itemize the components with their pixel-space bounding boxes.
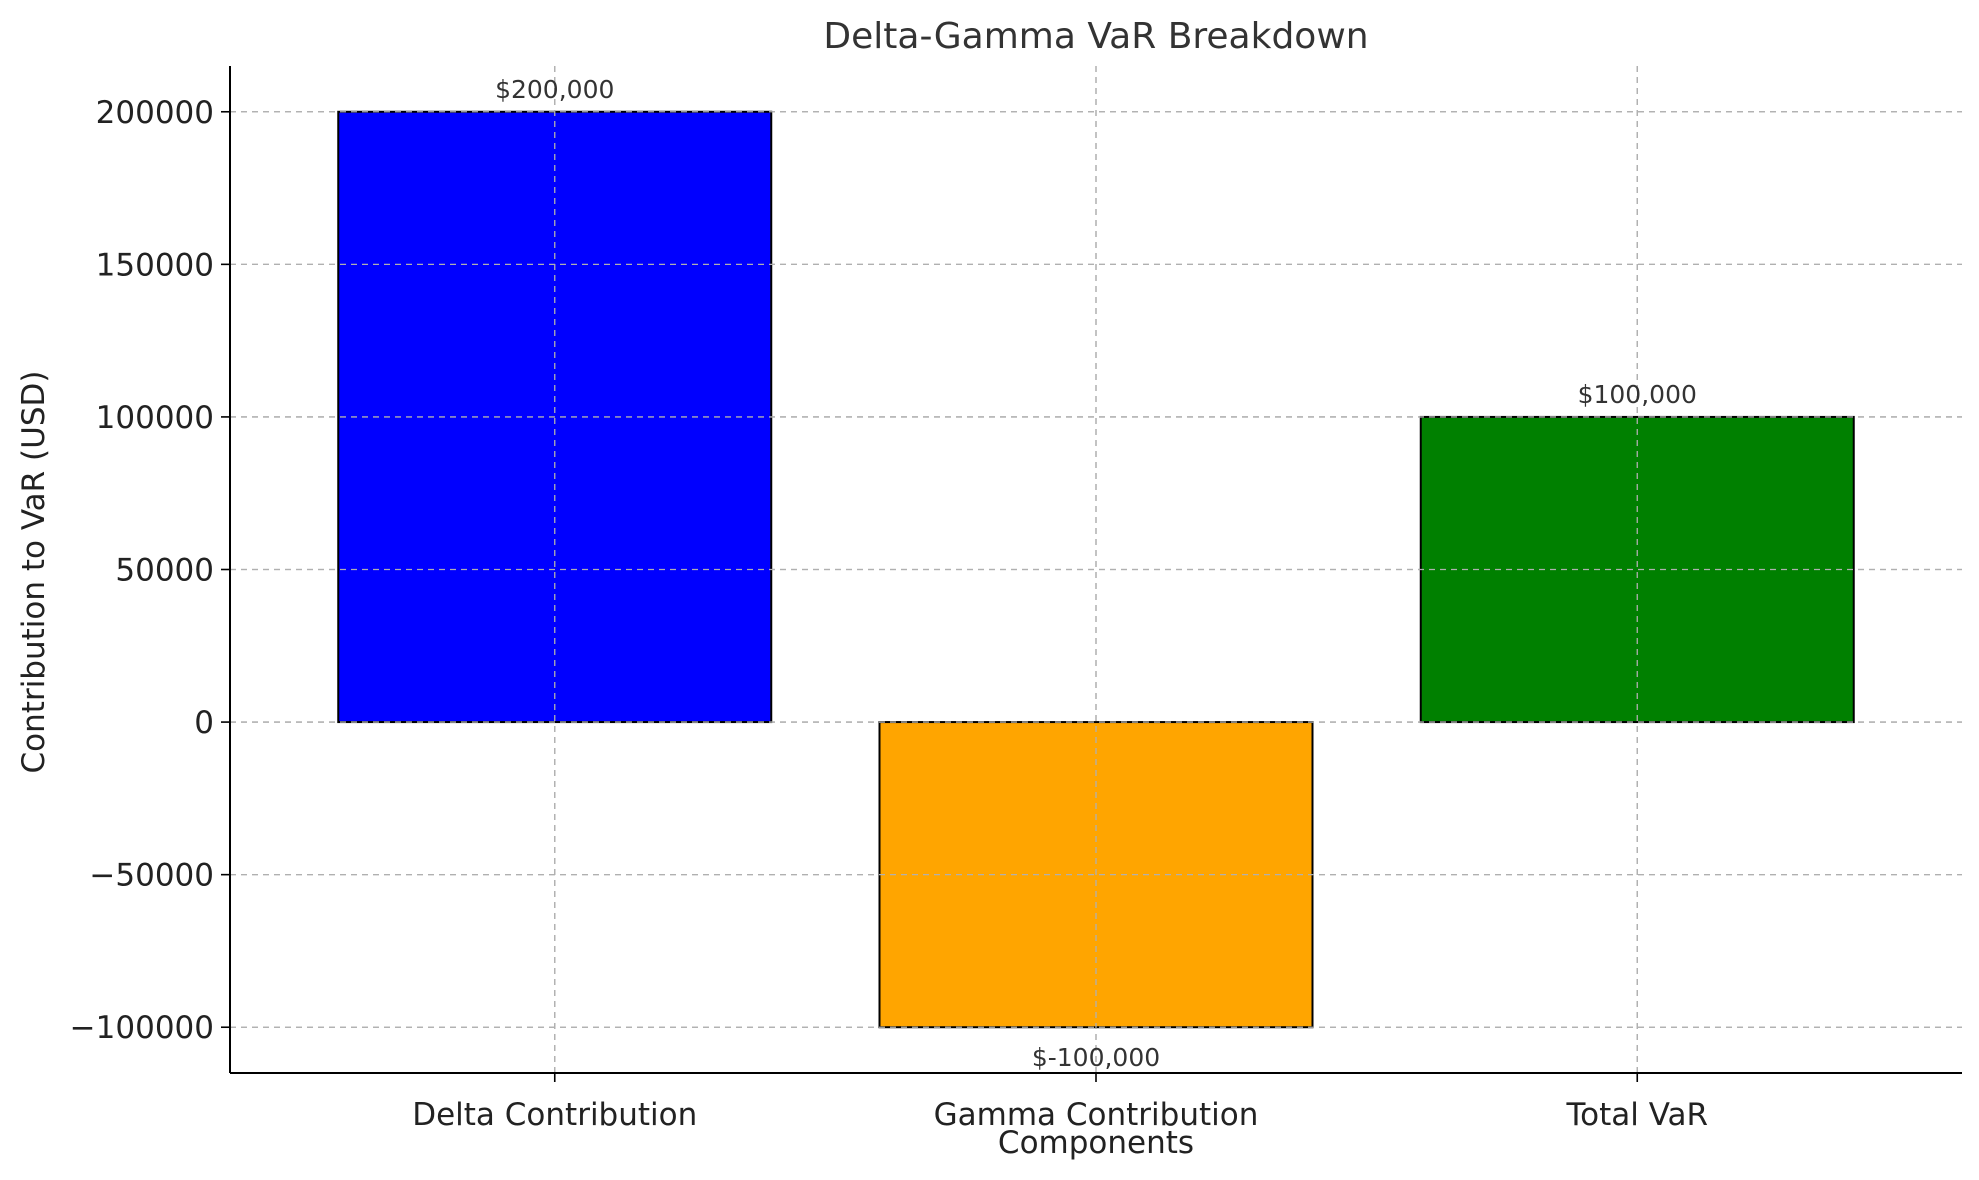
data-label: $-100,000 bbox=[1032, 1043, 1160, 1072]
x-tick-label: Delta Contribution bbox=[412, 1097, 697, 1133]
axis-layer: −100000 −50000 0 50000 100000 150000 200000 Del… bbox=[70, 66, 1962, 1133]
bar-layer bbox=[230, 66, 1962, 1073]
y-tick-label: −50000 bbox=[89, 858, 214, 894]
y-tick-label: 0 bbox=[194, 705, 214, 741]
y-tick-label: 150000 bbox=[96, 247, 214, 283]
grid-overlay bbox=[230, 66, 1962, 1073]
y-tick-label: 200000 bbox=[96, 95, 214, 131]
y-tick-label: −100000 bbox=[70, 1010, 214, 1046]
chart-title: Delta-Gamma VaR Breakdown bbox=[823, 16, 1368, 57]
x-axis-label: Components bbox=[998, 1125, 1194, 1161]
y-tick-label: 50000 bbox=[115, 553, 214, 589]
y-tick-label: 100000 bbox=[96, 400, 214, 436]
label-layer: $200,000 $-100,000 $100,000 bbox=[495, 75, 1697, 1072]
x-tick-label: Total VaR bbox=[1565, 1097, 1708, 1133]
data-label: $200,000 bbox=[495, 75, 614, 104]
y-axis-label: Contribution to VaR (USD) bbox=[16, 371, 52, 774]
x-tick-label: Gamma Contribution bbox=[934, 1097, 1259, 1133]
data-label: $100,000 bbox=[1578, 380, 1697, 409]
